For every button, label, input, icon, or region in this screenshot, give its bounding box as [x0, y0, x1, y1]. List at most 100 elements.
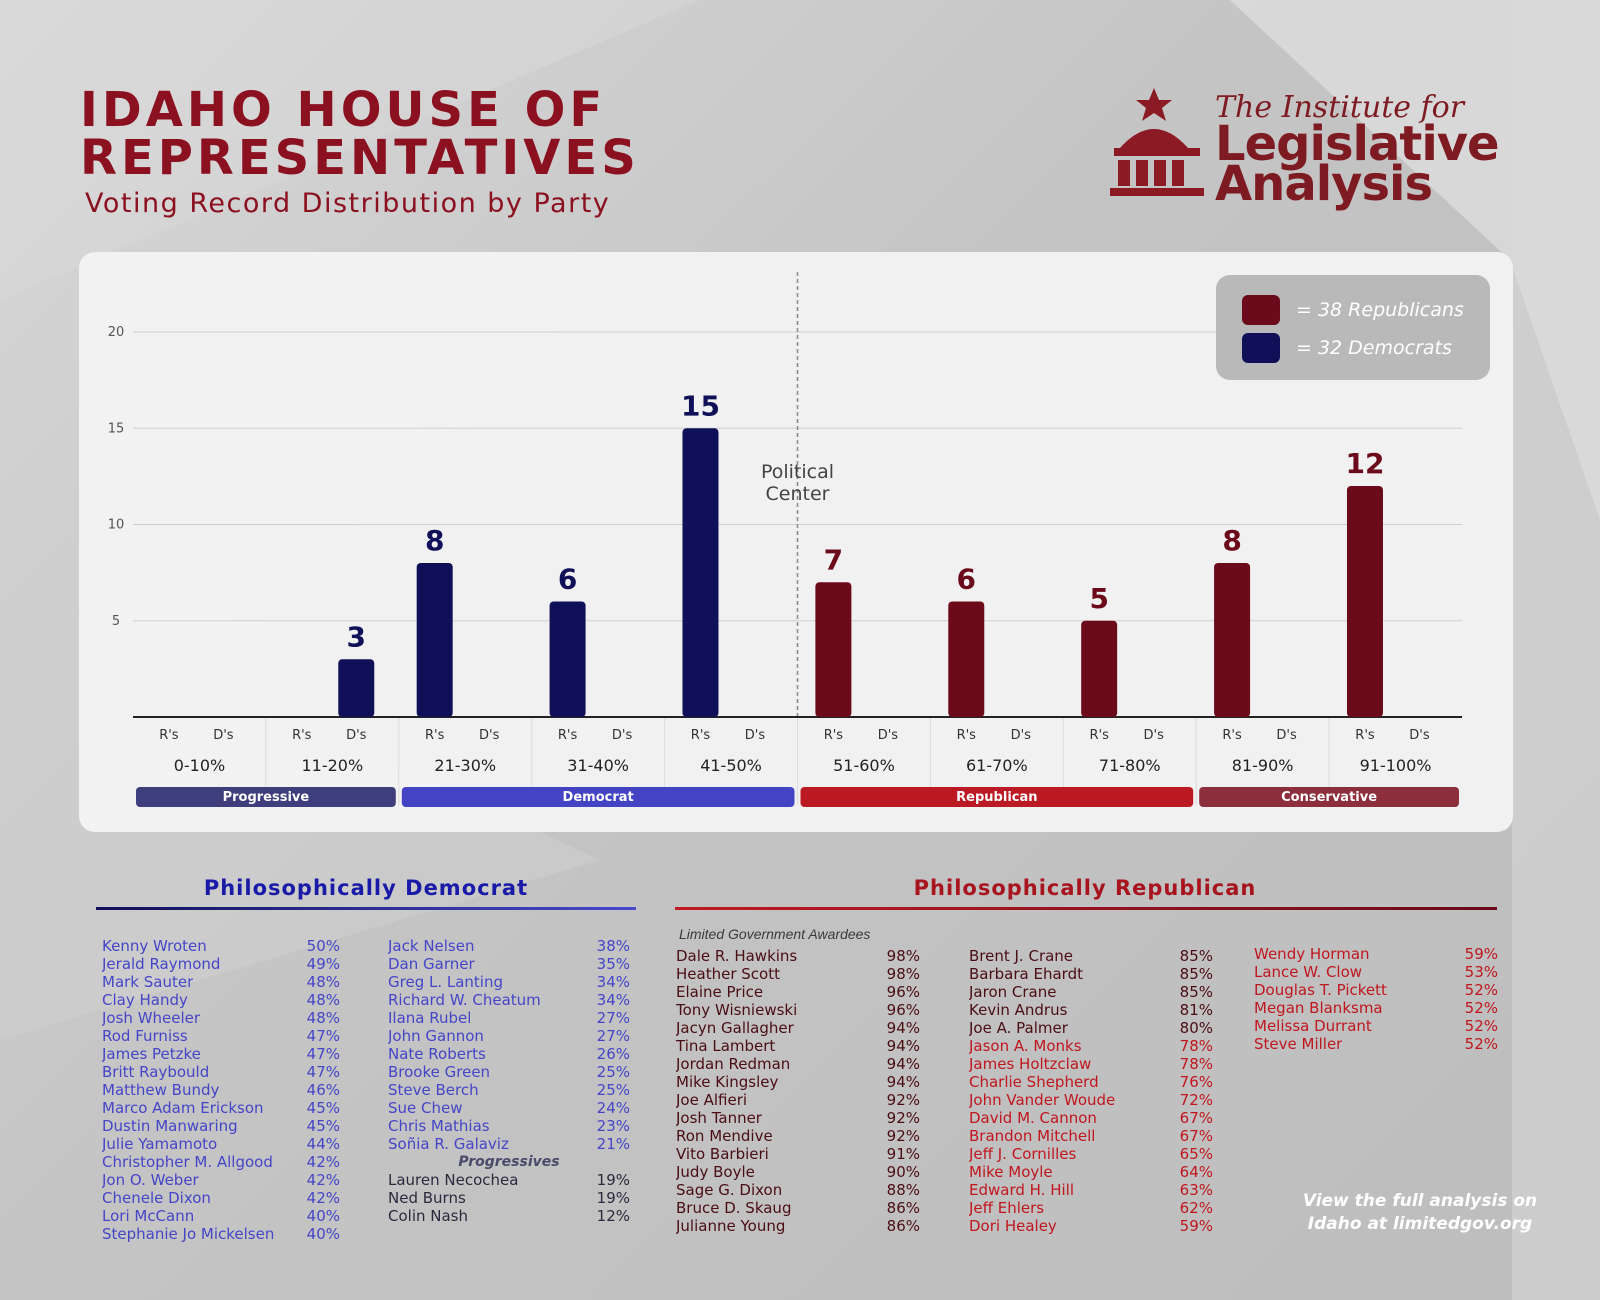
sub-label: D's [612, 728, 633, 743]
rep-list-item: Heather Scott 98% [676, 965, 920, 983]
legislator-score: 92% [886, 1109, 920, 1127]
legislator-name: Mike Moyle [969, 1163, 1053, 1181]
legislator-score: 52% [1464, 1035, 1498, 1053]
y-tick-label: 15 [108, 421, 125, 436]
legislator-name: Colin Nash [388, 1207, 468, 1225]
awardees-label: Limited Government Awardees [679, 926, 871, 942]
legislator-score: 92% [886, 1127, 920, 1145]
legislator-name: Matthew Bundy [102, 1081, 220, 1099]
bar-democrats-41-50% [682, 428, 719, 717]
dem-list-item: Julie Yamamoto 44% [102, 1135, 340, 1153]
bar-value-label: 6 [957, 563, 976, 596]
rep-list-item: Ron Mendive 92% [676, 1127, 920, 1145]
legislator-score: 21% [596, 1135, 630, 1153]
rep-list-column-3: Wendy Horman 59% Lance W. Clow 53% Douglas T… [1254, 945, 1498, 1053]
bar-value-label: 8 [1222, 524, 1241, 557]
bar-republicans-51-60% [815, 582, 852, 717]
chart-legend: = 38 Republicans = 32 Democrats [1216, 275, 1490, 380]
legislator-name: Christopher M. Allgood [102, 1153, 273, 1171]
legislator-name: Julianne Young [676, 1217, 786, 1235]
legend-swatch-republican [1242, 295, 1280, 325]
dem-list-column-1: Kenny Wroten 50% Jerald Raymond 49% Mark Sau… [102, 937, 340, 1243]
dem-list-item: Clay Handy 48% [102, 991, 340, 1009]
legislator-score: 67% [1179, 1109, 1213, 1127]
legislator-score: 12% [596, 1207, 630, 1225]
legislator-score: 42% [306, 1171, 340, 1189]
legislator-name: Douglas T. Pickett [1254, 981, 1387, 999]
legislator-score: 96% [886, 983, 920, 1001]
legislator-score: 46% [306, 1081, 340, 1099]
rep-list-item: Vito Barbieri 91% [676, 1145, 920, 1163]
title-line-1: IDAHO HOUSE OF [80, 82, 607, 138]
dem-list-item: Marco Adam Erickson 45% [102, 1099, 340, 1117]
legislator-name: Kevin Andrus [969, 1001, 1068, 1019]
sub-label: R's [558, 728, 578, 743]
band-label: Progressive [223, 790, 310, 805]
band-label: Conservative [1281, 790, 1377, 805]
sub-label: R's [691, 728, 711, 743]
legislator-score: 26% [596, 1045, 630, 1063]
rep-list-item: Brandon Mitchell 67% [969, 1127, 1213, 1145]
legislator-score: 72% [1179, 1091, 1213, 1109]
legislator-name: Ned Burns [388, 1189, 466, 1207]
legislator-score: 34% [596, 973, 630, 991]
legislator-name: Elaine Price [676, 983, 764, 1001]
legend-item-republicans: = 38 Republicans [1242, 295, 1464, 325]
rep-list-item: Lance W. Clow 53% [1254, 963, 1498, 981]
legislator-name: Steve Berch [388, 1081, 479, 1099]
legislator-score: 98% [886, 965, 920, 983]
dem-list-item: John Gannon 27% [388, 1027, 630, 1045]
category-label: 11-20% [301, 756, 363, 775]
bar-value-label: 15 [681, 389, 720, 422]
rep-list-item: Edward H. Hill 63% [969, 1181, 1213, 1199]
dem-list-item: Steve Berch 25% [388, 1081, 630, 1099]
dem-list-item: Mark Sauter 48% [102, 973, 340, 991]
legislator-score: 94% [886, 1037, 920, 1055]
rep-list-item: Tina Lambert 94% [676, 1037, 920, 1055]
rep-list-item: James Holtzclaw 78% [969, 1055, 1213, 1073]
rep-list-item: Barbara Ehardt 85% [969, 965, 1213, 983]
legislator-score: 27% [596, 1027, 630, 1045]
progressive-list-item: Ned Burns 19% [388, 1189, 630, 1207]
page-title: IDAHO HOUSE OF REPRESENTATIVES [80, 86, 640, 182]
legislator-name: Barbara Ehardt [969, 965, 1083, 983]
legislator-name: James Holtzclaw [969, 1055, 1092, 1073]
logo-tagline: The Institute for [1215, 90, 1465, 125]
legislator-score: 90% [886, 1163, 920, 1181]
bar-democrats-31-40% [549, 601, 586, 717]
category-label: 31-40% [567, 756, 629, 775]
legislator-score: 47% [306, 1027, 340, 1045]
legislator-score: 78% [1179, 1055, 1213, 1073]
dem-list-item: Soñia R. Galaviz 21% [388, 1135, 630, 1153]
legislator-name: Mike Kingsley [676, 1073, 779, 1091]
rep-list-item: Mike Kingsley 94% [676, 1073, 920, 1091]
legislator-name: Marco Adam Erickson [102, 1099, 264, 1117]
legislator-score: 86% [886, 1217, 920, 1235]
legislator-score: 19% [596, 1171, 630, 1189]
sub-label: D's [479, 728, 500, 743]
sub-label: D's [346, 728, 367, 743]
legislator-name: Jaron Crane [969, 983, 1057, 1001]
legislator-name: Wendy Horman [1254, 945, 1370, 963]
legislator-name: Joe Alfieri [676, 1091, 748, 1109]
rep-list-item: Judy Boyle 90% [676, 1163, 920, 1181]
legislator-name: Lauren Necochea [388, 1171, 519, 1189]
rep-list-item: John Vander Woude 72% [969, 1091, 1213, 1109]
bar-value-label: 5 [1089, 582, 1108, 615]
legislator-name: Dori Healey [969, 1217, 1057, 1235]
dem-list-item: Jack Nelsen 38% [388, 937, 630, 955]
band-conservative [1199, 787, 1459, 807]
legislator-name: Melissa Durrant [1254, 1017, 1372, 1035]
legislator-name: Tina Lambert [676, 1037, 776, 1055]
dem-list-item: Dan Garner 35% [388, 955, 630, 973]
legislator-score: 85% [1179, 965, 1213, 983]
legislator-score: 42% [306, 1153, 340, 1171]
dem-list-item: Christopher M. Allgood 42% [102, 1153, 340, 1171]
legislator-name: Rod Furniss [102, 1027, 188, 1045]
legislator-score: 78% [1179, 1037, 1213, 1055]
sub-label: R's [292, 728, 312, 743]
legislator-score: 52% [1464, 999, 1498, 1017]
rep-list-item: Tony Wisniewski 96% [676, 1001, 920, 1019]
dem-list-item: Sue Chew 24% [388, 1099, 630, 1117]
